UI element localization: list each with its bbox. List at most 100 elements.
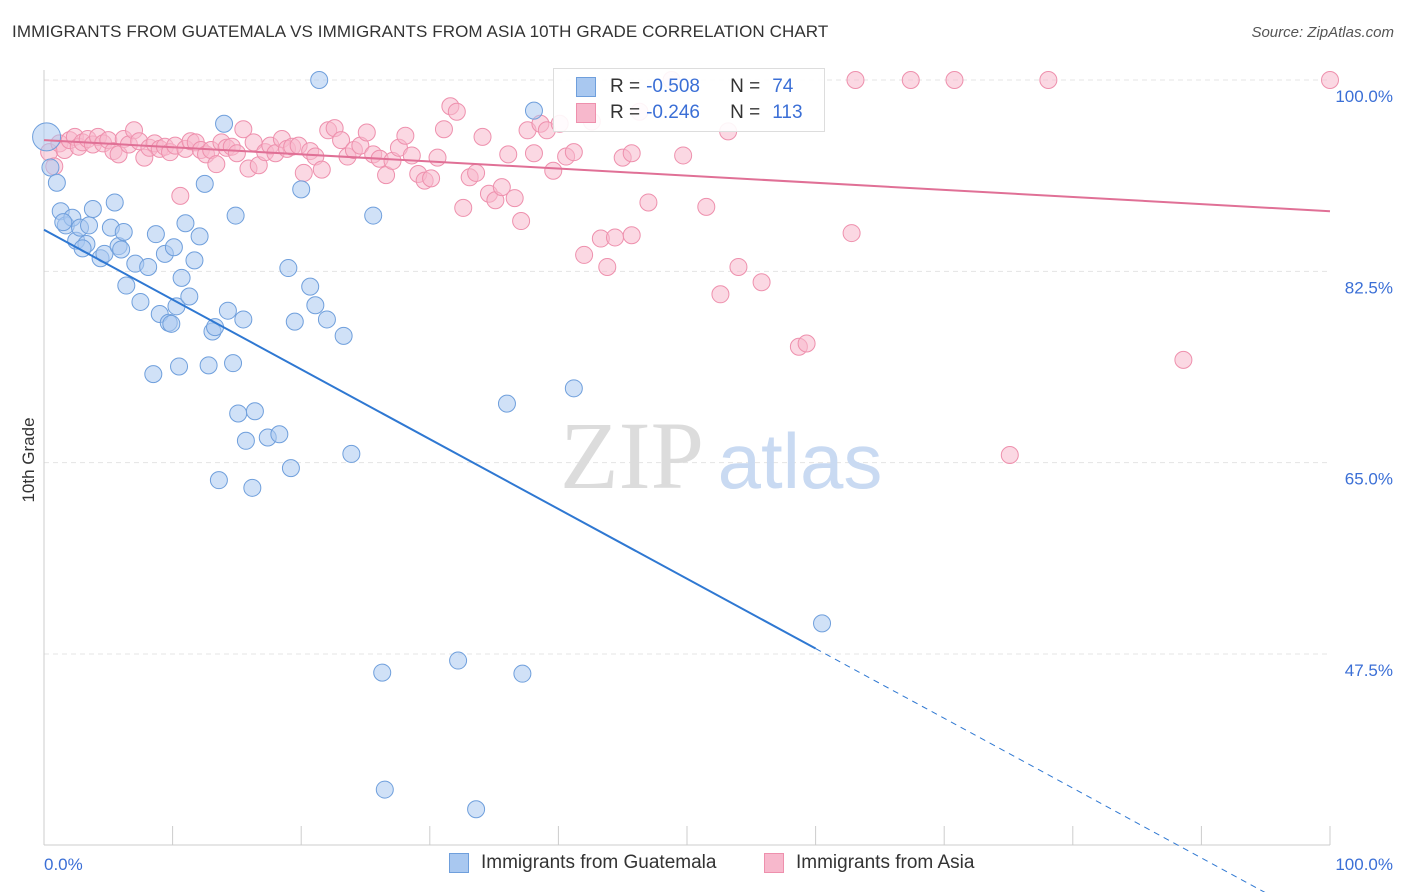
y-tick-label: 100.0% [1335, 87, 1393, 106]
guatemala-point [139, 257, 158, 276]
asia-point [842, 224, 861, 243]
watermark-zip: ZIP [560, 402, 704, 509]
guatemala-point [83, 200, 102, 219]
asia-point [512, 212, 531, 231]
asia-point [797, 334, 816, 353]
guatemala-point [306, 296, 325, 315]
y-axis-label: 10th Grade [19, 417, 38, 502]
guatemala-point [80, 216, 99, 235]
legend-n-label: N = [730, 76, 761, 97]
bottom-legend-swatch-asia [764, 853, 784, 873]
guatemala-point [224, 354, 243, 373]
bottom-legend-asia: Immigrants from Asia [764, 852, 974, 874]
asia-point [227, 144, 246, 163]
legend-r-value: -0.246 [646, 102, 700, 123]
asia-point [207, 155, 226, 174]
guatemala-point [164, 238, 183, 257]
chart-title: IMMIGRANTS FROM GUATEMALA VS IMMIGRANTS … [12, 22, 829, 41]
guatemala-trend-extension [815, 648, 1266, 892]
guatemala-point [497, 394, 516, 413]
guatemala-point [114, 222, 133, 241]
guatemala-point [270, 425, 289, 444]
legend-row-asia: R = -0.246 N = 113 [576, 101, 803, 125]
guatemala-point [176, 214, 195, 233]
guatemala-point [281, 459, 300, 478]
asia-point [575, 245, 594, 264]
bottom-legend-guatemala: Immigrants from Guatemala [449, 852, 716, 874]
legend: R = -0.508 N = 74 R = -0.246 N = 113 [553, 68, 825, 132]
asia-point [357, 123, 376, 142]
series-asia-points [40, 71, 1339, 465]
guatemala-point [162, 314, 181, 333]
guatemala-point [190, 227, 209, 246]
guatemala-point [146, 225, 165, 244]
x-tick-label-right: 100.0% [1335, 855, 1393, 874]
guatemala-point [234, 310, 253, 329]
asia-point [396, 126, 415, 145]
guatemala-point [301, 277, 320, 296]
guatemala-point [236, 431, 255, 450]
asia-point [729, 257, 748, 276]
guatemala-point [279, 259, 298, 278]
asia-point [434, 120, 453, 139]
asia-point [622, 144, 641, 163]
asia-point [846, 71, 865, 89]
asia-point [697, 197, 716, 216]
guatemala-point [54, 213, 73, 232]
guatemala-point [375, 780, 394, 799]
asia-point [312, 160, 331, 179]
guatemala-point [131, 292, 150, 311]
asia-point [1174, 350, 1193, 369]
asia-point [447, 102, 466, 121]
legend-r-label: R = [610, 76, 641, 97]
asia-point [428, 148, 447, 167]
guatemala-point [105, 193, 124, 212]
axes [43, 70, 1331, 846]
asia-point [1039, 71, 1058, 89]
asia-point [622, 226, 641, 245]
asia-point [752, 273, 771, 292]
asia-point [639, 193, 658, 212]
guatemala-trend-line [43, 228, 817, 650]
guatemala-point [226, 206, 245, 225]
bottom-legend-label-guatemala: Immigrants from Guatemala [481, 852, 717, 873]
legend-row-guatemala: R = -0.508 N = 74 [576, 75, 793, 99]
legend-swatch-guatemala [576, 77, 596, 97]
guatemala-point [564, 379, 583, 398]
asia-point [544, 161, 563, 180]
guatemala-point [524, 101, 543, 120]
asia-point [234, 120, 253, 139]
asia-point [467, 163, 486, 182]
guatemala-point [185, 251, 204, 270]
guatemala-point [310, 71, 329, 89]
asia-point [454, 198, 473, 217]
bottom-legend-swatch-guatemala [449, 853, 469, 873]
legend-r-value: -0.508 [646, 76, 700, 97]
bottom-legend-label-asia: Immigrants from Asia [796, 852, 975, 873]
asia-trend-line [43, 139, 1331, 213]
guatemala-point [218, 301, 237, 320]
chart-source: Source: ZipAtlas.com [1251, 24, 1394, 41]
x-tick-label-left: 0.0% [44, 855, 83, 874]
guatemala-point [243, 478, 262, 497]
asia-point [605, 228, 624, 247]
asia-point [171, 186, 190, 205]
guatemala-point [334, 326, 353, 345]
guatemala-point [364, 206, 383, 225]
guatemala-point [195, 174, 214, 193]
bottom-legend: Immigrants from Guatemala Immigrants fro… [0, 852, 1406, 878]
guatemala-point [144, 365, 163, 384]
watermark: ZIP atlas [560, 402, 882, 509]
guatemala-point [292, 180, 311, 199]
asia-point [294, 163, 313, 182]
guatemala-point [285, 312, 304, 331]
guatemala-point [170, 357, 189, 376]
guatemala-point [209, 471, 228, 490]
legend-swatch-asia [576, 103, 596, 123]
asia-point [505, 189, 524, 208]
asia-point [1000, 446, 1019, 465]
guatemala-point [229, 404, 248, 423]
tick-labels: 100.0% 82.5% 65.0% 47.5% 0.0% 100.0% [44, 87, 1393, 874]
guatemala-point [32, 122, 62, 152]
